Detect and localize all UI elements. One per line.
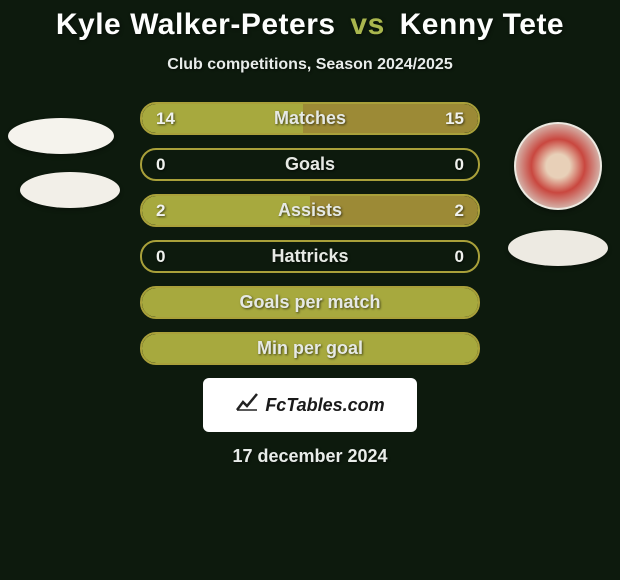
- stat-label: Matches: [274, 108, 346, 129]
- stat-label: Hattricks: [271, 246, 348, 267]
- stat-value-left: 14: [156, 109, 175, 129]
- stat-value-right: 0: [455, 155, 464, 175]
- vs-text: vs: [350, 8, 384, 41]
- player2-name: Kenny Tete: [400, 8, 564, 41]
- stat-value-right: 2: [455, 201, 464, 221]
- stat-row: 2 Assists 2: [140, 194, 480, 227]
- stat-value-left: 2: [156, 201, 165, 221]
- stat-row: 0 Goals 0: [140, 148, 480, 181]
- stat-label: Goals: [285, 154, 335, 175]
- stat-label: Assists: [278, 200, 342, 221]
- logo-text: FcTables.com: [265, 395, 384, 416]
- stat-row: 14 Matches 15: [140, 102, 480, 135]
- player2-avatar-photo: [514, 122, 602, 210]
- stat-label: Min per goal: [257, 338, 363, 359]
- player1-avatar-bottom: [20, 172, 120, 208]
- subtitle: Club competitions, Season 2024/2025: [0, 56, 620, 74]
- stat-value-left: 0: [156, 247, 165, 267]
- stat-row: Min per goal: [140, 332, 480, 365]
- player1-avatar-top: [8, 118, 114, 154]
- title-row: Kyle Walker-Peters vs Kenny Tete: [0, 8, 620, 42]
- stat-value-left: 0: [156, 155, 165, 175]
- stat-label: Goals per match: [239, 292, 380, 313]
- player2-avatar-bottom: [508, 230, 608, 266]
- stat-row: 0 Hattricks 0: [140, 240, 480, 273]
- stat-value-right: 15: [445, 109, 464, 129]
- logo-box: FcTables.com: [203, 378, 417, 432]
- chart-icon: [235, 392, 259, 418]
- player1-name: Kyle Walker-Peters: [56, 8, 336, 41]
- stat-row: Goals per match: [140, 286, 480, 319]
- date-text: 17 december 2024: [0, 446, 620, 467]
- stat-value-right: 0: [455, 247, 464, 267]
